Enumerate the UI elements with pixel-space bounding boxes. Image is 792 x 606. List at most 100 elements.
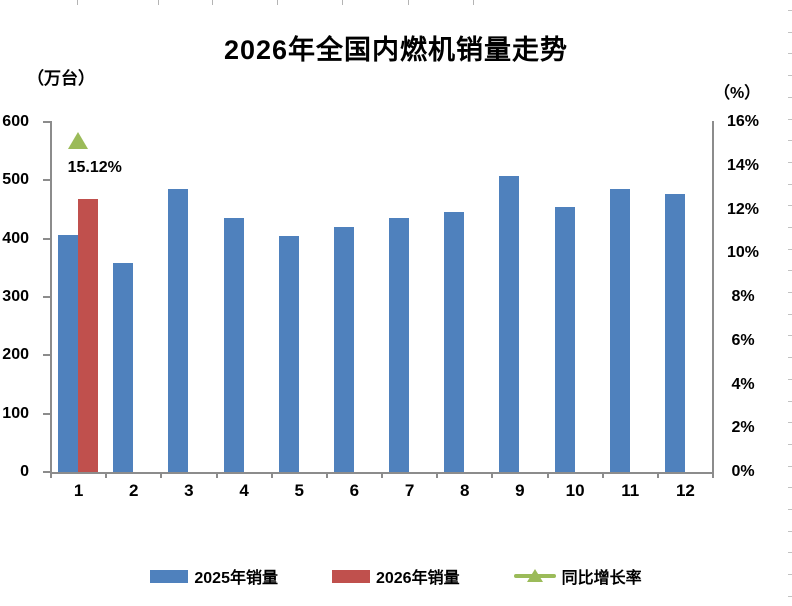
spreadsheet-gridline-stub (788, 270, 792, 271)
spreadsheet-gridline-stub (788, 162, 792, 163)
spreadsheet-gridline-stub (408, 0, 409, 5)
x-axis-tick (50, 472, 52, 478)
x-axis-label: 12 (675, 481, 695, 500)
x-axis-tick (381, 472, 383, 478)
left-axis-tick (43, 121, 51, 123)
y-axis-right-line (712, 121, 714, 474)
bar-2025年销量-month-2 (113, 262, 134, 472)
spreadsheet-gridline-stub (788, 357, 792, 358)
x-axis-tick (656, 472, 659, 478)
right-axis-tick-label: 12% (726, 200, 760, 218)
bar-2025年销量-month-9 (499, 175, 520, 472)
spreadsheet-gridline-stub (788, 53, 792, 54)
left-axis-tick-label: 400 (2, 229, 29, 247)
legend: 2025年销量 2026年销量 同比增长率 (0, 561, 792, 591)
right-axis-tick-label: 4% (731, 375, 755, 393)
right-axis-tick-label: 0% (731, 463, 755, 480)
x-axis-label: 1 (73, 481, 84, 500)
right-axis-tick-label: 14% (726, 156, 760, 174)
growth-triangle-marker (67, 132, 88, 150)
bar-2025年销量-month-7 (389, 217, 410, 472)
spreadsheet-gridline-stub (788, 552, 792, 553)
x-axis-label: 8 (460, 481, 470, 500)
spreadsheet-gridline-stub (788, 292, 792, 293)
spreadsheet-gridline-stub (788, 596, 792, 597)
chart-title: 2026年全国内燃机销量走势 (223, 35, 569, 65)
left-axis-tick-label: 200 (2, 346, 29, 364)
x-axis-tick (270, 472, 273, 478)
bar-2025年销量-month-11 (609, 189, 630, 472)
spreadsheet-gridline-stub (788, 227, 792, 228)
spreadsheet-gridline-stub (788, 184, 792, 185)
x-axis-label: 9 (515, 481, 525, 500)
spreadsheet-gridline-stub (473, 0, 474, 5)
right-axis-tick-label: 10% (726, 244, 760, 262)
spreadsheet-gridline-stub (788, 205, 792, 206)
x-axis-label: 11 (621, 481, 640, 500)
left-axis-tick (43, 237, 51, 240)
x-axis-label: 6 (349, 481, 360, 500)
left-axis-tick (43, 179, 51, 182)
spreadsheet-gridline-stub (788, 422, 792, 423)
spreadsheet-gridline-stub (788, 509, 792, 510)
right-axis-tick-label: 16% (726, 113, 760, 130)
left-axis-tick-label: 600 (2, 113, 29, 130)
spreadsheet-gridline-stub (158, 0, 159, 5)
spreadsheet-gridline-stub (77, 0, 78, 5)
spreadsheet-gridline-stub (788, 119, 792, 120)
x-axis-tick (601, 472, 604, 478)
spreadsheet-gridline-stub (788, 75, 792, 76)
bar-2025年销量-month-12 (664, 194, 685, 472)
x-axis-label: 3 (184, 481, 194, 500)
legend-line-triangle-swatch-icon (513, 568, 556, 584)
spreadsheet-gridline-stub (277, 0, 278, 5)
spreadsheet-gridline-stub (788, 444, 792, 445)
spreadsheet-gridline-stub (788, 531, 792, 532)
spreadsheet-gridline-stub (788, 379, 792, 380)
x-axis-label: 7 (404, 481, 415, 500)
spreadsheet-gridline-stub (212, 0, 213, 5)
x-axis-tick (325, 472, 328, 478)
x-axis-label: 5 (294, 481, 304, 500)
x-axis-tick (215, 472, 218, 478)
legend-bar-swatch-icon (331, 569, 370, 583)
legend-triangle-icon (526, 569, 543, 582)
x-axis-tick (436, 472, 439, 478)
bar-2025年销量-month-1 (58, 234, 79, 472)
x-axis-tick (546, 472, 549, 478)
left-axis-tick-label: 100 (2, 404, 29, 422)
spreadsheet-gridline-stub (788, 314, 792, 315)
left-axis-tick-label: 300 (2, 288, 29, 305)
spreadsheet-gridline-stub (342, 0, 343, 5)
left-axis-tick-label: 500 (2, 171, 29, 189)
spreadsheet-gridline-stub (788, 10, 792, 11)
bar-2025年销量-month-10 (554, 207, 575, 472)
x-axis-tick (491, 472, 494, 478)
y-axis-left-line (50, 121, 52, 474)
bar-2025年销量-month-6 (333, 227, 354, 472)
spreadsheet-gridline-stub (788, 574, 792, 575)
right-axis-tick-label: 8% (731, 288, 755, 305)
bar-2025年销量-month-4 (223, 218, 244, 472)
right-axis-tick-label: 6% (731, 331, 755, 349)
spreadsheet-gridline-stub (788, 335, 792, 336)
spreadsheet-gridline-stub (788, 466, 792, 467)
right-axis-unit-label: （%） (714, 85, 761, 102)
spreadsheet-gridline-stub (788, 487, 792, 488)
x-axis-tick (105, 472, 108, 478)
legend-label: 2025年销量 (194, 570, 278, 587)
x-axis-label: 2 (129, 481, 139, 500)
spreadsheet-gridline-stub (788, 249, 792, 250)
left-axis-tick-label: 0 (20, 463, 29, 480)
spreadsheet-gridline-stub (788, 401, 792, 402)
legend-item: 2026年销量 (331, 564, 460, 588)
legend-item: 同比增长率 (513, 564, 642, 588)
left-axis-tick (43, 412, 51, 415)
legend-item: 2025年销量 (150, 564, 278, 588)
legend-bar-swatch-icon (150, 569, 189, 583)
growth-data-label: 15.12% (67, 159, 122, 177)
spreadsheet-gridline-stub (788, 97, 792, 98)
bar-2025年销量-month-5 (278, 235, 299, 472)
right-axis-tick-label: 2% (731, 419, 755, 437)
bar-2026年销量-month-1 (78, 198, 99, 472)
